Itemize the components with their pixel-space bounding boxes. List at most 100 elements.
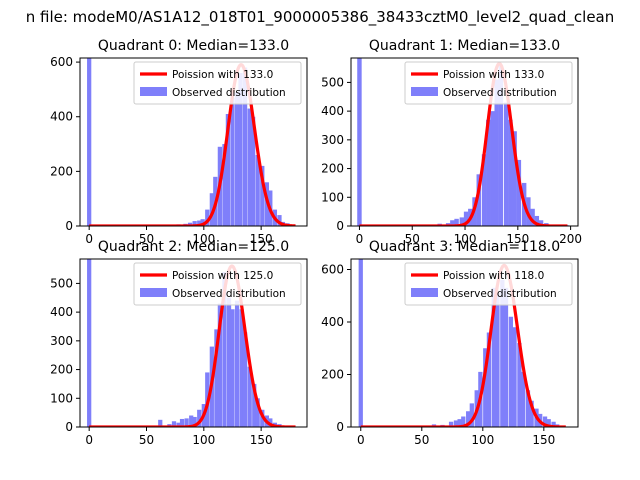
histogram-bar xyxy=(255,398,260,427)
histogram-bar xyxy=(255,154,260,226)
histogram-bar xyxy=(469,403,474,427)
axes-frame xyxy=(350,57,579,227)
legend-label-poisson: Poission with 118.0 xyxy=(443,270,544,282)
x-tick-label: 200 xyxy=(559,232,582,246)
histogram-bar xyxy=(546,419,551,427)
histogram-bar xyxy=(551,421,556,427)
histogram-bar xyxy=(260,165,265,226)
panels: Quadrant 0: Median=133.0 0 50 100 150 0 200 400… xyxy=(50,38,582,447)
histogram-bar xyxy=(503,287,509,427)
x-tick-label: 50 xyxy=(405,232,420,246)
legend-label-poisson: Poission with 133.0 xyxy=(443,69,544,81)
histogram-bar xyxy=(179,418,185,427)
y-tick-label: 0 xyxy=(336,219,344,233)
x-tick-label: 0 xyxy=(357,433,365,447)
x-tick-label: 150 xyxy=(250,232,273,246)
plot-area xyxy=(358,259,567,427)
y-tick-label: 400 xyxy=(50,305,73,319)
legend-label-observed: Observed distribution xyxy=(172,87,286,99)
x-tick-label: 50 xyxy=(414,433,429,447)
histogram-bar xyxy=(234,92,240,226)
legend: Poission with 133.0 Observed distribution xyxy=(133,61,302,105)
y-tick-label: 600 xyxy=(50,55,73,69)
histogram-bar xyxy=(512,327,517,427)
y-tick-label: 0 xyxy=(65,219,73,233)
histogram-bar xyxy=(525,390,531,427)
histogram-bar xyxy=(197,409,202,427)
histogram-bar xyxy=(187,222,193,226)
poisson-curve xyxy=(88,264,297,427)
histogram-bar xyxy=(242,67,248,226)
y-tick-label: 200 xyxy=(321,162,344,176)
x-tick-label: 150 xyxy=(250,433,273,447)
histogram-bar xyxy=(87,259,92,427)
histogram-bar xyxy=(242,332,248,427)
legend-swatch-observed xyxy=(411,87,438,96)
histogram-bar xyxy=(358,259,363,427)
histogram-bar xyxy=(230,97,235,226)
histogram-bar xyxy=(222,144,227,226)
histogram-bar xyxy=(463,211,469,226)
axes-frame xyxy=(79,57,308,227)
x-tick-label: 100 xyxy=(454,232,477,246)
histogram-bar xyxy=(494,79,499,226)
histogram-bar xyxy=(87,58,92,226)
y-tick-label: 400 xyxy=(321,104,344,118)
panel-title: Quadrant 1: Median=133.0 xyxy=(369,38,560,54)
histogram-bar xyxy=(495,293,500,427)
x-tick-label: 50 xyxy=(139,232,154,246)
y-tick-label: 300 xyxy=(321,133,344,147)
histogram-bar xyxy=(486,119,491,226)
histogram-bar xyxy=(225,114,231,226)
histogram-bar xyxy=(200,219,205,226)
y-tick-label: 100 xyxy=(50,391,73,405)
histogram-bar xyxy=(238,73,243,226)
histogram-bar xyxy=(454,218,459,226)
histogram-bar xyxy=(490,111,495,226)
histogram-bar xyxy=(205,209,210,226)
histogram-bar xyxy=(448,421,454,427)
legend-label-poisson: Poission with 133.0 xyxy=(172,69,273,81)
histogram-bar xyxy=(481,154,487,226)
histogram-bar xyxy=(197,220,202,226)
panel-2: Quadrant 2: Median=125.0 0 50 100 150 0 100 200… xyxy=(50,239,308,447)
panel-title: Quadrant 2: Median=125.0 xyxy=(98,239,289,255)
histogram-bar xyxy=(252,383,257,427)
histogram-bar xyxy=(357,58,362,226)
y-tick-label: 200 xyxy=(50,363,73,377)
x-tick-label: 50 xyxy=(139,433,154,447)
histogram-bar xyxy=(184,418,189,427)
histogram-bar xyxy=(517,343,522,427)
legend-box xyxy=(133,262,302,306)
histogram-bar xyxy=(277,215,282,226)
histogram-bar xyxy=(171,421,177,427)
histogram-bar xyxy=(214,329,219,427)
legend-swatch-observed xyxy=(411,288,438,297)
y-tick-label: 0 xyxy=(336,420,344,434)
plot-area xyxy=(357,58,569,226)
histogram-bar xyxy=(192,416,197,427)
x-tick-label: 100 xyxy=(471,433,494,447)
histogram-bar xyxy=(512,131,517,226)
histogram-bar xyxy=(503,102,509,226)
histogram-bar xyxy=(222,271,227,427)
histogram-bar xyxy=(250,116,256,226)
histogram-bar xyxy=(530,208,535,226)
y-tick-label: 400 xyxy=(321,315,344,329)
plot-area xyxy=(87,259,297,427)
histogram-bar xyxy=(209,193,214,226)
histogram-bar xyxy=(247,108,252,226)
panel-1: Quadrant 1: Median=133.0 0 50 100 150 200 0 100… xyxy=(321,38,582,246)
x-tick-label: 0 xyxy=(85,433,93,447)
histogram-bar xyxy=(176,422,181,427)
y-tick-label: 0 xyxy=(65,420,73,434)
legend-box xyxy=(404,262,573,306)
histogram-bar xyxy=(230,309,235,427)
legend-label-observed: Observed distribution xyxy=(443,87,557,99)
y-tick-label: 200 xyxy=(321,368,344,382)
legend-box xyxy=(404,61,573,105)
histogram-bar xyxy=(520,371,526,427)
histogram-bar xyxy=(450,220,455,226)
panel-title: Quadrant 3: Median=118.0 xyxy=(369,239,560,255)
